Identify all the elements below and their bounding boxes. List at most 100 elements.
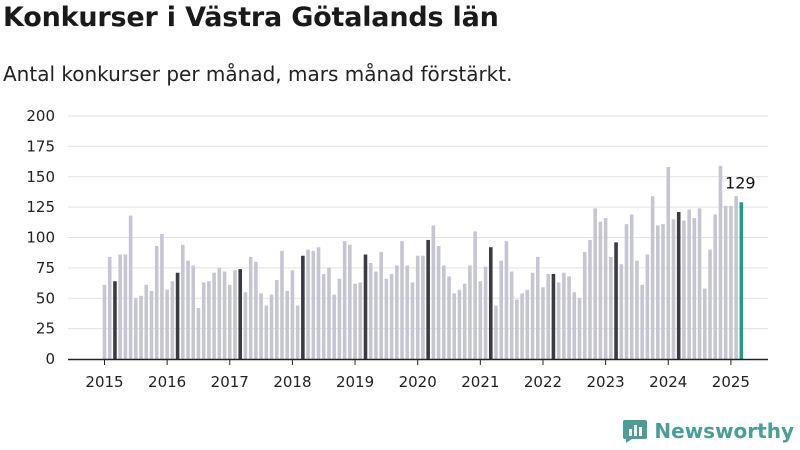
bar: [415, 255, 420, 359]
bar: [624, 224, 629, 359]
bar: [327, 267, 331, 360]
y-tick-label: 50: [36, 289, 55, 307]
y-tick-label: 175: [26, 137, 55, 155]
bar: [123, 254, 128, 359]
bar: [729, 205, 733, 359]
bar: [217, 267, 222, 360]
bar: [567, 276, 571, 359]
bar: [572, 292, 577, 359]
chart-title: Konkurser i Västra Götalands län: [3, 2, 499, 33]
bar: [227, 284, 232, 359]
bar: [692, 218, 697, 359]
bar: [306, 249, 310, 359]
bar: [102, 284, 107, 359]
bar-latest: [739, 202, 744, 359]
y-tick-label: 125: [26, 198, 55, 216]
bar: [671, 219, 676, 359]
bar: [452, 293, 457, 359]
bar-march: [363, 254, 368, 359]
bar: [645, 254, 650, 359]
bar: [478, 281, 483, 359]
bar: [384, 278, 389, 359]
bar: [348, 244, 352, 359]
bar: [603, 218, 608, 359]
bar: [447, 276, 451, 359]
latest-value-label: 129: [725, 173, 756, 192]
bar: [274, 280, 279, 359]
bar: [118, 254, 122, 359]
bar: [504, 241, 509, 359]
bar: [629, 214, 634, 359]
bar: [687, 209, 691, 359]
bar: [191, 265, 196, 359]
bar: [405, 265, 410, 359]
bar: [697, 208, 702, 359]
x-tick-label: 2017: [211, 373, 249, 391]
bar: [723, 205, 728, 359]
bar: [442, 265, 446, 359]
bar: [170, 281, 175, 359]
bar: [379, 252, 383, 359]
bars: [102, 165, 744, 360]
bar: [181, 244, 185, 359]
bar: [285, 290, 289, 359]
bar: [708, 249, 712, 359]
bar: [389, 273, 394, 359]
bar: [609, 256, 613, 359]
bar: [264, 305, 269, 359]
y-tick-label: 25: [36, 320, 55, 338]
bar: [222, 271, 227, 359]
x-tick-label: 2024: [649, 373, 687, 391]
bar: [358, 282, 363, 359]
bar: [431, 225, 436, 359]
bar: [332, 294, 336, 359]
bar: [342, 241, 347, 359]
bar: [295, 305, 300, 359]
bar: [201, 282, 206, 359]
bar: [530, 272, 535, 359]
bar: [457, 289, 462, 359]
bar: [656, 225, 660, 359]
bar: [734, 196, 738, 359]
bar: [535, 256, 540, 359]
y-tick-label: 150: [26, 168, 55, 186]
bar: [107, 256, 112, 359]
bar: [186, 260, 190, 359]
bar: [165, 289, 169, 359]
bar: [582, 252, 587, 359]
x-tick-label: 2025: [712, 373, 750, 391]
bar: [483, 266, 488, 359]
bar-march: [113, 281, 117, 359]
bar: [280, 250, 284, 359]
bar: [494, 305, 498, 359]
bar: [144, 284, 149, 359]
bar: [520, 293, 524, 359]
bar-march: [301, 255, 305, 359]
bar: [468, 265, 472, 359]
y-tick-label: 100: [26, 229, 55, 247]
bar: [316, 247, 321, 359]
y-axis-ticks: 0 25 50 75 100 125 150 175 200: [26, 107, 55, 368]
bar: [619, 264, 624, 359]
bar: [410, 282, 415, 359]
bar: [311, 250, 316, 359]
bar: [436, 246, 441, 359]
bar: [374, 271, 378, 359]
bar: [718, 165, 723, 359]
bar: [421, 255, 425, 359]
bar: [515, 299, 519, 359]
x-axis-ticks: 2015 2016 2017 2018 2019 2020 2021 2022 2023 2024…: [85, 359, 750, 391]
bar: [650, 196, 655, 359]
bar: [290, 270, 295, 359]
bar: [635, 260, 639, 359]
bar: [233, 270, 237, 359]
bar: [353, 283, 357, 359]
bar: [682, 220, 686, 359]
x-tick-label: 2020: [399, 373, 437, 391]
chart-subtitle: Antal konkurser per månad, mars månad fö…: [3, 62, 513, 86]
brand-name: Newsworthy: [654, 419, 794, 443]
bar-chart-icon: [623, 420, 648, 443]
bar: [509, 271, 514, 359]
bar: [562, 272, 566, 359]
